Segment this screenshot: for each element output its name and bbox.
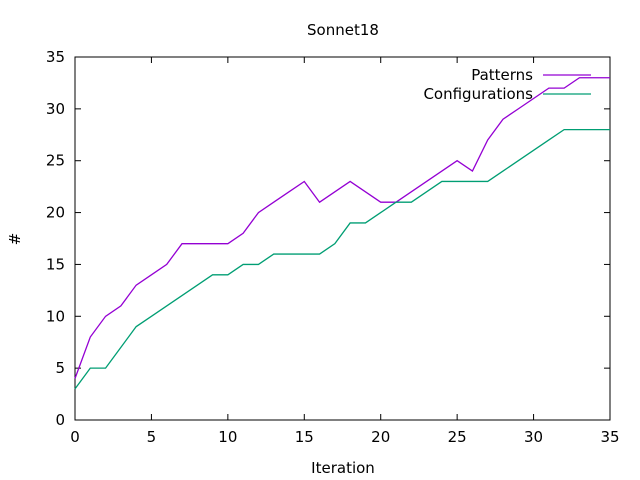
legend-label-patterns: Patterns: [471, 66, 533, 84]
chart-title: Sonnet18: [307, 21, 379, 39]
x-tick-label: 5: [147, 428, 157, 446]
y-tick-label: 0: [55, 411, 65, 429]
y-tick-label: 5: [55, 359, 65, 377]
y-tick-label: 20: [46, 204, 65, 222]
y-tick-label: 15: [46, 255, 65, 273]
plot-border: [74, 56, 611, 421]
y-tick-label: 30: [46, 100, 65, 118]
x-tick-label: 0: [70, 428, 80, 446]
x-tick-label: 30: [524, 428, 543, 446]
x-tick-label: 25: [448, 428, 467, 446]
x-tick-label: 15: [295, 428, 314, 446]
y-tick-label: 10: [46, 307, 65, 325]
y-tick-label: 35: [46, 48, 65, 66]
x-tick-label: 20: [371, 428, 390, 446]
y-tick-label: 25: [46, 152, 65, 170]
series-line-configurations: [74, 128, 610, 390]
x-axis-label: Iteration: [311, 459, 375, 477]
plot-frame: [74, 56, 611, 421]
axis-ticks: 0 5 10 15 20 25 30 35 0 5 10 15 20 25 30 35: [46, 48, 620, 446]
y-axis-label: #: [6, 233, 24, 246]
x-tick-label: 10: [218, 428, 237, 446]
series-line-patterns: [74, 77, 610, 379]
x-tick-label: 35: [600, 428, 619, 446]
legend-label-configurations: Configurations: [423, 85, 533, 103]
series-lines: [74, 77, 610, 390]
